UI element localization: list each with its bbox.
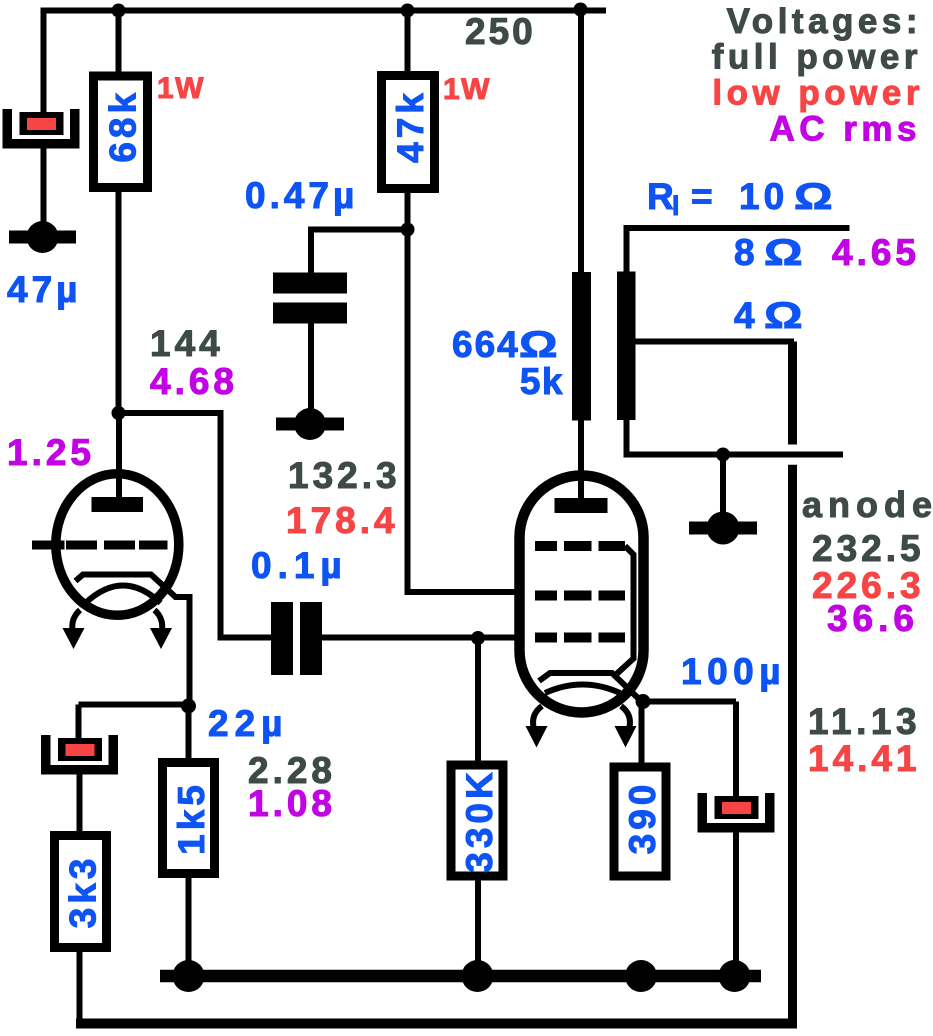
svg-text:10: 10 (739, 176, 788, 217)
svg-text:226.3: 226.3 (812, 565, 925, 606)
svg-text:full power: full power (712, 38, 922, 77)
svg-text:anode: anode (802, 484, 933, 525)
svg-text:144: 144 (150, 323, 224, 364)
svg-text:Ω: Ω (764, 232, 805, 273)
svg-text:330K: 330K (459, 768, 500, 872)
svg-text:250: 250 (465, 11, 536, 52)
svg-text:2.28: 2.28 (248, 750, 336, 791)
svg-text:AC rms: AC rms (770, 110, 921, 149)
svg-text:36.6: 36.6 (827, 598, 919, 639)
svg-text:1.25: 1.25 (7, 432, 95, 473)
svg-text:14.41: 14.41 (808, 738, 921, 779)
svg-text:68k: 68k (103, 89, 144, 163)
svg-text:4: 4 (734, 295, 756, 336)
svg-text:664: 664 (452, 324, 520, 365)
svg-text:3k3: 3k3 (63, 855, 104, 929)
svg-text:8: 8 (734, 232, 756, 273)
svg-text:47k: 47k (390, 89, 431, 163)
svg-text:1W: 1W (443, 73, 491, 106)
svg-text:132.3: 132.3 (288, 455, 401, 496)
svg-text:232.5: 232.5 (812, 528, 925, 569)
svg-text:4.65: 4.65 (832, 232, 920, 273)
svg-text:1W: 1W (157, 72, 205, 105)
svg-text:390: 390 (622, 781, 663, 855)
svg-text:Ω: Ω (794, 176, 835, 217)
svg-text:0.47µ: 0.47µ (245, 175, 358, 216)
svg-text:Ω: Ω (764, 295, 805, 336)
svg-text:=: = (691, 176, 714, 217)
svg-text:100µ: 100µ (681, 651, 786, 692)
svg-text:R: R (647, 176, 675, 217)
svg-text:22µ: 22µ (208, 703, 288, 744)
svg-text:Ω: Ω (519, 324, 560, 365)
svg-text:low power: low power (712, 74, 924, 113)
svg-text:47µ: 47µ (7, 269, 81, 310)
svg-text:0.1µ: 0.1µ (251, 545, 348, 586)
svg-text:4.68: 4.68 (150, 361, 238, 402)
svg-text:5k: 5k (520, 361, 564, 402)
svg-text:178.4: 178.4 (286, 500, 399, 541)
svg-text:Voltages:: Voltages: (727, 2, 922, 41)
svg-text:1.08: 1.08 (248, 783, 336, 824)
svg-text:1k5: 1k5 (171, 781, 212, 855)
svg-text:11.13: 11.13 (808, 701, 921, 742)
svg-text:l: l (672, 191, 681, 221)
